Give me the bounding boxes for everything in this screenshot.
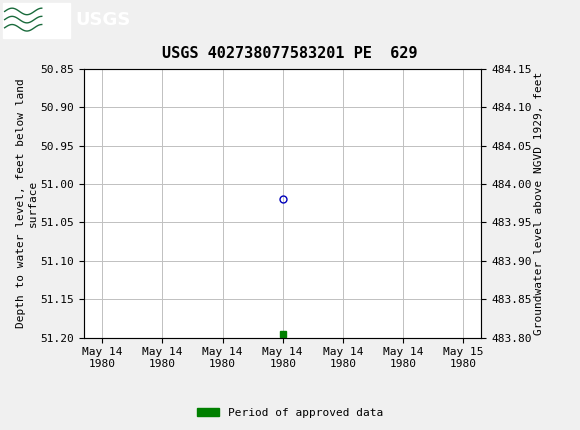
Text: USGS: USGS	[75, 12, 130, 29]
Y-axis label: Depth to water level, feet below land
surface: Depth to water level, feet below land su…	[16, 78, 38, 328]
Y-axis label: Groundwater level above NGVD 1929, feet: Groundwater level above NGVD 1929, feet	[534, 71, 545, 335]
Legend: Period of approved data: Period of approved data	[193, 403, 387, 422]
Bar	[3, 3, 70, 37]
Text: USGS 402738077583201 PE  629: USGS 402738077583201 PE 629	[162, 46, 418, 61]
